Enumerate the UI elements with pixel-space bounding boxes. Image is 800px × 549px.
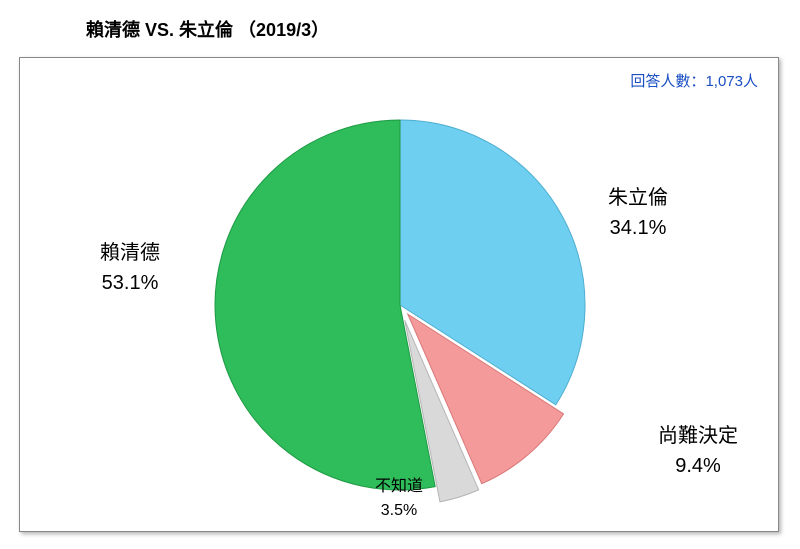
pie-slice (400, 120, 585, 405)
chart-title: 賴清德 VS. 朱立倫 （2019/3） (86, 16, 329, 42)
respondents-count: 回答人數：1,073人 (630, 70, 758, 91)
label-dk-name: 不知道 (375, 478, 423, 495)
chart-box: 回答人數：1,073人 賴清德 53.1% 朱立倫 34.1% 尚難決定 9.4… (19, 57, 779, 532)
title-candidate2: 朱立倫 （ (174, 20, 256, 40)
label-lai-name: 賴清德 (100, 242, 160, 264)
label-und-name: 尚難決定 (658, 425, 738, 447)
title-date: 2019/3 (256, 20, 311, 40)
label-dk-pct: 3.5% (375, 499, 423, 523)
label-dontknow: 不知道 3.5% (375, 475, 423, 523)
label-lai-pct: 53.1% (100, 268, 160, 298)
label-undecided: 尚難決定 9.4% (658, 421, 738, 481)
label-zhu-name: 朱立倫 (608, 187, 668, 209)
title-vs: VS. (145, 20, 174, 40)
label-zhu: 朱立倫 34.1% (608, 183, 668, 243)
label-zhu-pct: 34.1% (608, 213, 668, 243)
label-lai: 賴清德 53.1% (100, 238, 160, 298)
chart-container: 賴清德 VS. 朱立倫 （2019/3） 回答人數：1,073人 賴清德 53.… (0, 0, 800, 549)
label-und-pct: 9.4% (658, 451, 738, 481)
title-candidate1: 賴清德 (86, 20, 145, 40)
title-close: ） (311, 20, 329, 40)
